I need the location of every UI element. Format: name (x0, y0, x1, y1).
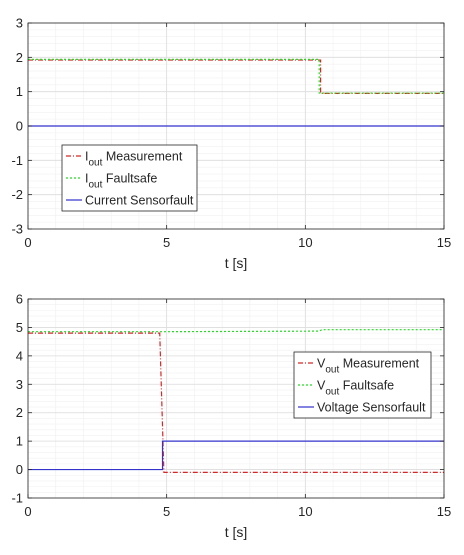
x-axis-label: t [s] (225, 255, 248, 271)
x-tick-label: 10 (298, 504, 312, 519)
y-tick-label: 5 (16, 320, 23, 335)
y-tick-label: 6 (16, 292, 23, 307)
y-tick-label: 1 (16, 84, 23, 99)
x-tick-label: 0 (24, 504, 31, 519)
legend-label-1: Vout Faultsafe (317, 379, 394, 398)
legend-label-main: V (317, 379, 326, 393)
series-line-0 (28, 59, 444, 94)
legend-label-main: Current Sensorfault (85, 194, 194, 208)
legend-label-sub: out (325, 365, 339, 376)
x-tick-label: 10 (298, 235, 312, 250)
series-line-1 (28, 329, 444, 333)
y-tick-label: -1 (11, 491, 23, 506)
x-tick-label: 5 (163, 235, 170, 250)
series-line-1 (28, 58, 444, 94)
legend-label-sub: out (88, 158, 102, 169)
legend-label-main: Voltage Sensorfault (317, 401, 426, 415)
y-tick-label: 3 (16, 377, 23, 392)
series-line-2 (28, 440, 444, 471)
y-tick-label: -2 (11, 187, 23, 202)
legend-label-main: I (85, 172, 88, 186)
y-tick-label: 2 (16, 405, 23, 420)
legend-label-rest: Measurement (102, 150, 182, 164)
x-tick-label: 5 (163, 504, 170, 519)
legend-label-0: Iout Measurement (85, 150, 183, 169)
legend-label-rest: Faultsafe (339, 379, 394, 393)
legend-label-2: Current Sensorfault (85, 194, 194, 208)
legend-box (61, 144, 198, 212)
axes-box (27, 298, 445, 499)
x-tick-label: 15 (437, 235, 451, 250)
y-tick-label: 2 (16, 50, 23, 65)
x-axis-label: t [s] (225, 524, 248, 540)
legend-label-rest: Faultsafe (102, 172, 157, 186)
y-tick-label: -1 (11, 153, 23, 168)
y-tick-label: 0 (16, 119, 23, 134)
legend-label-sub: out (325, 387, 339, 398)
y-tick-label: 1 (16, 434, 23, 449)
legend-label-2: Voltage Sensorfault (317, 401, 426, 415)
legend-label-0: Vout Measurement (317, 357, 420, 376)
legend-label-rest: Measurement (339, 357, 419, 371)
legend-label-sub: out (88, 180, 102, 191)
legend-label-main: I (85, 150, 88, 164)
x-tick-label: 0 (24, 235, 31, 250)
legend-box (293, 351, 432, 419)
y-tick-label: 0 (16, 462, 23, 477)
x-tick-label: 15 (437, 504, 451, 519)
legend-label-main: V (317, 357, 326, 371)
series-line-0 (28, 332, 444, 474)
legend-label-1: Iout Faultsafe (85, 172, 157, 191)
y-tick-label: 4 (16, 348, 23, 363)
y-tick-label: 3 (16, 16, 23, 31)
y-tick-label: -3 (11, 222, 23, 237)
